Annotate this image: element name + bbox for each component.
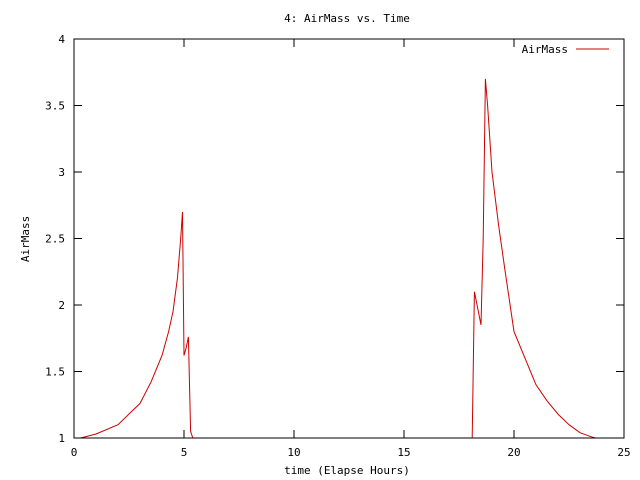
plot-frame	[73, 38, 625, 439]
y-axis-label: AirMass	[19, 216, 32, 262]
y-tick-label: 4	[58, 33, 65, 46]
x-tick-label: 5	[181, 446, 188, 459]
x-axis-label: time (Elapse Hours)	[284, 464, 410, 477]
x-tick-label: 10	[287, 446, 300, 459]
y-tick-label: 2	[58, 299, 65, 312]
legend: AirMass	[522, 43, 609, 56]
series-line-airmass	[471, 78, 596, 439]
y-tick-label: 2.5	[45, 233, 65, 246]
series-line-airmass	[80, 211, 194, 439]
y-tick-label: 1	[58, 432, 65, 445]
y-tick-label: 3	[58, 166, 65, 179]
x-tick-label: 25	[617, 446, 630, 459]
legend-label: AirMass	[522, 43, 568, 56]
y-tick-label: 1.5	[45, 366, 65, 379]
x-tick-label: 20	[507, 446, 520, 459]
y-tick-label: 3.5	[45, 100, 65, 113]
chart-title: 4: AirMass vs. Time	[284, 12, 410, 25]
x-tick-label: 15	[397, 446, 410, 459]
x-tick-label: 0	[71, 446, 78, 459]
axis-ticks	[73, 38, 625, 439]
series-layer	[80, 78, 596, 439]
axis-tick-labels: 0 5 10 15 20 25 1 1.5 2 2.5 3 3.5 4	[45, 33, 631, 459]
